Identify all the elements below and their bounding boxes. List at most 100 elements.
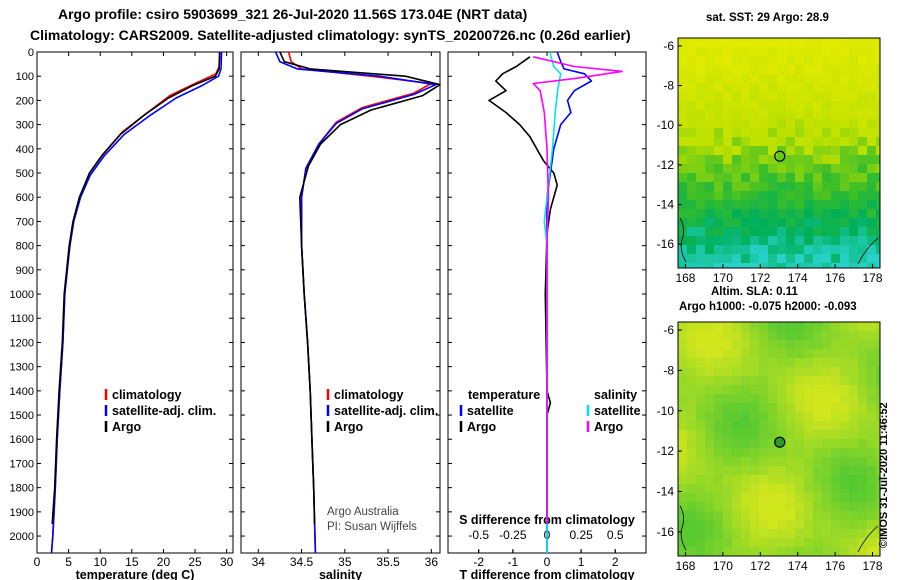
legend-header-temperature: temperature bbox=[468, 388, 540, 402]
map-cell bbox=[858, 439, 867, 448]
map-cell bbox=[867, 254, 876, 263]
map-cell bbox=[687, 331, 696, 340]
map-cell bbox=[723, 358, 732, 367]
map-cell bbox=[786, 254, 795, 263]
map-cell bbox=[705, 457, 714, 466]
map-cell bbox=[858, 529, 867, 538]
map-cell bbox=[687, 394, 696, 403]
map-cell bbox=[840, 137, 849, 146]
map-cell bbox=[732, 83, 741, 92]
map-cell bbox=[687, 164, 696, 173]
map-cell bbox=[849, 227, 858, 236]
map-cell bbox=[813, 128, 822, 137]
map-cell bbox=[696, 173, 705, 182]
map-cell bbox=[750, 47, 759, 56]
map-cell bbox=[705, 263, 714, 268]
map-cell bbox=[750, 83, 759, 92]
map-cell bbox=[858, 56, 867, 65]
map-cell bbox=[876, 227, 880, 236]
map-cell bbox=[813, 245, 822, 254]
map-cell bbox=[822, 191, 831, 200]
map-cell bbox=[759, 263, 768, 268]
map-cell bbox=[678, 110, 687, 119]
map-cell bbox=[687, 227, 696, 236]
map-cell bbox=[786, 367, 795, 376]
map-cell bbox=[768, 412, 777, 421]
map-cell bbox=[723, 502, 732, 511]
map-cell bbox=[867, 110, 876, 119]
map-cell bbox=[714, 209, 723, 218]
map-cell bbox=[831, 236, 840, 245]
map-cell bbox=[678, 403, 687, 412]
sla_map-pixels bbox=[678, 322, 880, 556]
map-cell bbox=[714, 254, 723, 263]
map-cell bbox=[777, 182, 786, 191]
map-cell bbox=[831, 457, 840, 466]
map-cell bbox=[858, 394, 867, 403]
map-cell bbox=[822, 119, 831, 128]
map-cell bbox=[849, 191, 858, 200]
map-cell bbox=[777, 164, 786, 173]
map-cell bbox=[822, 254, 831, 263]
map-cell bbox=[840, 119, 849, 128]
map-cell bbox=[741, 385, 750, 394]
map-cell bbox=[759, 38, 768, 47]
map-cell bbox=[678, 376, 687, 385]
map-cell bbox=[750, 182, 759, 191]
map-cell bbox=[768, 146, 777, 155]
map-cell bbox=[678, 38, 687, 47]
map-cell bbox=[858, 493, 867, 502]
map-cell bbox=[831, 227, 840, 236]
map-cell bbox=[876, 146, 880, 155]
map-cell bbox=[705, 520, 714, 529]
map-cell bbox=[696, 209, 705, 218]
map-cell bbox=[867, 430, 876, 439]
map-cell bbox=[876, 457, 880, 466]
map-cell bbox=[687, 182, 696, 191]
map-cell bbox=[777, 146, 786, 155]
map-cell bbox=[849, 385, 858, 394]
map-cell bbox=[678, 475, 687, 484]
map-cell bbox=[840, 65, 849, 74]
map-cell bbox=[768, 376, 777, 385]
map-cell bbox=[840, 182, 849, 191]
map-cell bbox=[723, 322, 732, 331]
map-cell bbox=[786, 155, 795, 164]
map-cell bbox=[840, 475, 849, 484]
map-cell bbox=[813, 421, 822, 430]
map-cell bbox=[750, 191, 759, 200]
map-cell bbox=[705, 349, 714, 358]
map-cell bbox=[741, 47, 750, 56]
map-cell bbox=[759, 119, 768, 128]
map-cell bbox=[750, 502, 759, 511]
map-cell bbox=[723, 227, 732, 236]
map-cell bbox=[696, 448, 705, 457]
map-cell bbox=[732, 146, 741, 155]
map-cell bbox=[777, 173, 786, 182]
map-cell bbox=[750, 394, 759, 403]
map-cell bbox=[714, 74, 723, 83]
map-cell bbox=[786, 358, 795, 367]
map-cell bbox=[858, 218, 867, 227]
sst_map-xtick-label: 178 bbox=[863, 271, 883, 285]
depth-tick-label: 300 bbox=[16, 120, 34, 132]
salinity-diff-xtick-label: -0.25 bbox=[499, 528, 527, 542]
depth-tick-label: 1700 bbox=[10, 458, 34, 470]
legend-label: Argo bbox=[594, 420, 624, 434]
map-cell bbox=[858, 83, 867, 92]
map-cell bbox=[786, 56, 795, 65]
map-cell bbox=[849, 83, 858, 92]
map-cell bbox=[678, 322, 687, 331]
map-cell bbox=[705, 358, 714, 367]
map-cell bbox=[678, 529, 687, 538]
map-cell bbox=[804, 263, 813, 268]
series-argo bbox=[279, 51, 441, 525]
map-cell bbox=[687, 538, 696, 547]
map-cell bbox=[759, 218, 768, 227]
panel-differences: -2 -1 0 1 2-0.5 -0.25 0 0.25 0.5S difference fro… bbox=[447, 51, 647, 580]
map-cell bbox=[786, 529, 795, 538]
map-cell bbox=[687, 385, 696, 394]
map-cell bbox=[741, 263, 750, 268]
map-cell bbox=[768, 475, 777, 484]
map-cell bbox=[804, 155, 813, 164]
